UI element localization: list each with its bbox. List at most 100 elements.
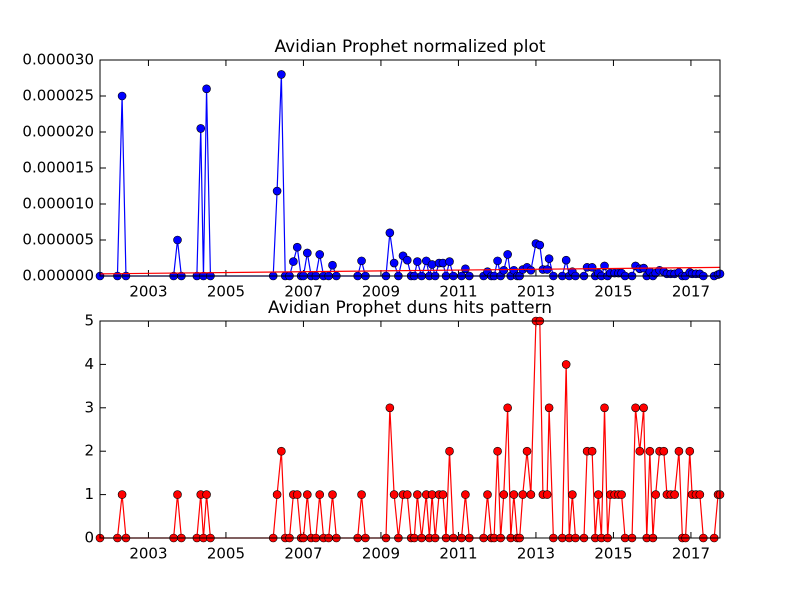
x-tick-label: 2013 (517, 545, 555, 563)
point (631, 403, 640, 413)
point (568, 490, 577, 499)
point (509, 490, 519, 499)
point (413, 257, 422, 266)
point (303, 248, 312, 258)
point (526, 265, 536, 275)
y-tick-label: 0.000005 (22, 231, 94, 249)
point (461, 264, 470, 274)
point (202, 84, 211, 94)
point (542, 490, 552, 499)
x-tick-label: 2003 (129, 545, 167, 563)
point (483, 490, 492, 499)
trend-line (99, 266, 721, 275)
series-line (100, 320, 720, 539)
point (289, 257, 298, 266)
chart-title: Avidian Prophet normalized plot (274, 37, 545, 57)
point (695, 490, 705, 499)
point (117, 91, 127, 101)
point (315, 250, 325, 259)
y-tick-label: 0.000010 (22, 195, 94, 213)
point (357, 256, 366, 266)
point (173, 490, 182, 499)
point (651, 490, 660, 499)
y-tick-label: 0.000015 (22, 159, 94, 177)
x-tick-label: 2005 (207, 283, 245, 301)
point (587, 263, 597, 272)
point (522, 446, 532, 456)
point (292, 490, 302, 499)
point (389, 490, 399, 499)
point (461, 490, 470, 499)
point (413, 490, 422, 499)
point (544, 254, 554, 264)
y-tick-label: 2 (84, 442, 94, 460)
point (328, 260, 337, 270)
chart-title: Avidian Prophet duns hits pattern (268, 298, 552, 318)
point (561, 255, 571, 265)
point (173, 235, 182, 245)
x-tick-label: 2007 (284, 545, 322, 563)
point (600, 403, 609, 413)
point (639, 403, 648, 413)
point (594, 490, 603, 499)
y-tick-label: 0.000000 (22, 267, 94, 285)
point (659, 446, 669, 456)
point (493, 256, 502, 266)
point (438, 490, 448, 499)
y-tick-label: 0 (84, 529, 94, 547)
point (645, 446, 655, 456)
point (617, 490, 626, 499)
point (445, 446, 454, 456)
point (526, 490, 536, 499)
plot-frame (99, 320, 721, 539)
point (427, 260, 437, 269)
point (277, 446, 286, 456)
y-tick-label: 3 (84, 398, 94, 416)
point (402, 490, 412, 499)
x-tick-label: 2017 (672, 283, 710, 301)
x-tick-label: 2015 (594, 545, 632, 563)
point (328, 490, 337, 499)
x-tick-label: 2017 (672, 545, 710, 563)
x-tick-label: 2009 (362, 283, 400, 301)
point (402, 255, 412, 265)
x-tick-label: 2007 (284, 283, 322, 301)
point (499, 490, 509, 499)
point (303, 490, 312, 499)
y-tick-label: 0.000030 (22, 51, 94, 69)
point (670, 490, 679, 499)
point (493, 446, 502, 456)
point (292, 242, 302, 252)
x-tick-label: 2013 (517, 283, 555, 301)
x-tick-label: 2003 (129, 283, 167, 301)
point (385, 228, 395, 238)
series-line (100, 74, 721, 279)
point (272, 490, 282, 499)
x-tick-label: 2009 (362, 545, 400, 563)
point (445, 257, 454, 266)
point (196, 124, 206, 133)
point (117, 490, 127, 499)
x-tick-label: 2011 (439, 283, 477, 301)
y-tick-label: 0.000025 (22, 87, 94, 105)
point (385, 403, 395, 413)
point (587, 446, 597, 456)
point (389, 258, 399, 268)
point (544, 403, 554, 413)
plot-frame (99, 59, 721, 277)
point (357, 490, 366, 499)
x-tick-label: 2005 (207, 545, 245, 563)
y-tick-label: 5 (84, 312, 94, 330)
point (518, 490, 528, 499)
point (600, 261, 609, 271)
point (535, 240, 545, 250)
y-tick-label: 0.000020 (22, 123, 94, 141)
point (272, 186, 282, 196)
point (202, 490, 211, 499)
x-tick-label: 2011 (439, 545, 477, 563)
y-tick-label: 4 (84, 355, 94, 373)
point (635, 446, 645, 456)
y-tick-label: 1 (84, 485, 94, 503)
point (503, 250, 512, 259)
